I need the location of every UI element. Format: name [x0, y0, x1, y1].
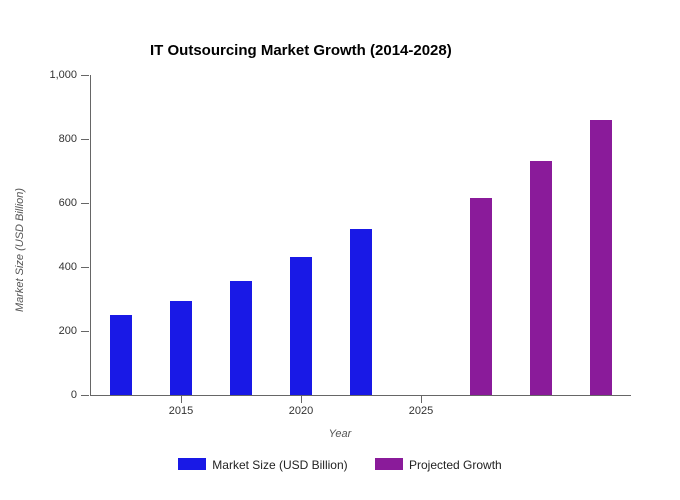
y-tick-label: 800: [59, 133, 77, 145]
x-tick: [421, 396, 422, 403]
y-tick-label: 0: [71, 389, 77, 401]
bar: [590, 120, 612, 395]
bar: [110, 315, 132, 395]
bar: [530, 161, 552, 395]
y-tick: [81, 75, 89, 76]
y-tick-label: 1,000: [49, 69, 77, 81]
bar: [230, 281, 252, 395]
legend-item: Market Size (USD Billion): [178, 458, 347, 472]
chart-container: IT Outsourcing Market Growth (2014-2028)…: [0, 0, 680, 500]
legend-swatch: [178, 458, 206, 470]
x-tick-label: 2020: [289, 405, 313, 417]
legend-label: Market Size (USD Billion): [212, 458, 347, 472]
x-tick: [301, 396, 302, 403]
x-tick-label: 2015: [169, 405, 193, 417]
y-tick-label: 200: [59, 325, 77, 337]
y-tick: [81, 331, 89, 332]
chart-title: IT Outsourcing Market Growth (2014-2028): [150, 42, 452, 59]
bar: [470, 198, 492, 395]
bar: [290, 257, 312, 395]
y-tick-label: 400: [59, 261, 77, 273]
y-axis-label: Market Size (USD Billion): [14, 188, 26, 312]
legend-item: Projected Growth: [375, 458, 502, 472]
bar: [350, 229, 372, 395]
legend-swatch: [375, 458, 403, 470]
bar: [170, 301, 192, 395]
x-tick-label: 2025: [409, 405, 433, 417]
y-tick-label: 600: [59, 197, 77, 209]
x-axis-label: Year: [0, 428, 680, 440]
x-tick: [181, 396, 182, 403]
y-tick: [81, 139, 89, 140]
y-tick: [81, 267, 89, 268]
y-tick: [81, 395, 89, 396]
legend: Market Size (USD Billion) Projected Grow…: [0, 458, 680, 472]
legend-label: Projected Growth: [409, 458, 502, 472]
plot-area: 02004006008001,000201520202025: [90, 75, 631, 396]
y-tick: [81, 203, 89, 204]
